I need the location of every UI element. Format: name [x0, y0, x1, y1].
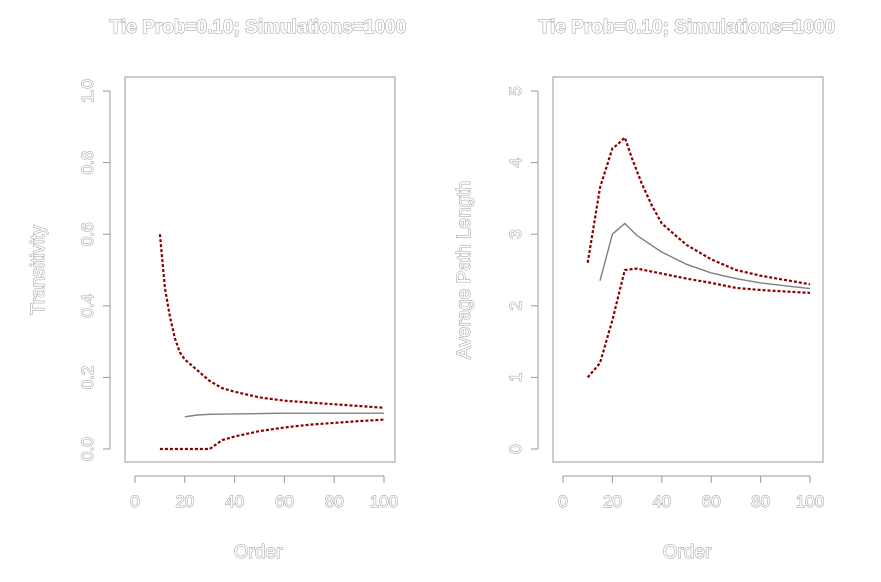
transitivity-mean-line — [184, 412, 384, 418]
transitivity-x-tick-label: 0 — [130, 492, 139, 511]
path-length-y-tick-label: 4 — [506, 158, 525, 167]
path-length-lower-bound-line — [586, 267, 811, 379]
transitivity-panel: Tie Prob=0.10; Simulations=1000 Order Tr… — [28, 17, 407, 564]
path-length-panel: Tie Prob=0.10; Simulations=1000 Order Av… — [454, 17, 836, 564]
path-length-x-tick-label: 100 — [796, 492, 824, 511]
path-length-x-tick-label: 40 — [652, 492, 671, 511]
transitivity-y-tick-label: 0.2 — [78, 366, 97, 390]
path-length-y-tick-label: 0 — [506, 444, 525, 453]
transitivity-y-tick-label: 0.4 — [78, 294, 97, 318]
transitivity-x-tick-label: 60 — [275, 492, 294, 511]
path-length-x-axis-label: Order — [663, 542, 712, 563]
path-length-y-tick-label: 2 — [506, 301, 525, 310]
transitivity-lower-bound-line — [159, 418, 385, 451]
transitivity-y-axis-label: Transitivity — [28, 224, 49, 315]
path-length-y-tick-label: 5 — [506, 86, 525, 95]
transitivity-x-axis-label: Order — [234, 542, 283, 563]
transitivity-y-tick-label: 0.6 — [78, 222, 97, 246]
path-length-y-tick-label: 1 — [506, 373, 525, 382]
transitivity-y-tick-label: 0.8 — [78, 151, 97, 175]
transitivity-x-tick-label: 40 — [225, 492, 244, 511]
path-length-y-tick-label: 3 — [506, 229, 525, 238]
path-length-x-tick-label: 80 — [751, 492, 770, 511]
path-length-title: Tie Prob=0.10; Simulations=1000 — [539, 17, 835, 38]
path-length-upper-bound-line — [586, 135, 811, 286]
transitivity-x-tick-label: 20 — [175, 492, 194, 511]
transitivity-upper-bound-line — [158, 234, 385, 409]
transitivity-plot-frame — [124, 76, 396, 463]
transitivity-y-tick-label: 1.0 — [78, 79, 97, 103]
transitivity-y-tick-label: 0.0 — [78, 437, 97, 461]
path-length-y-axis-label: Average Path Length — [454, 181, 475, 359]
path-length-mean-line — [599, 222, 811, 290]
transitivity-x-tick-label: 80 — [325, 492, 344, 511]
transitivity-x-tick-label: 100 — [370, 492, 398, 511]
transitivity-title: Tie Prob=0.10; Simulations=1000 — [110, 17, 406, 38]
path-length-x-tick-label: 60 — [702, 492, 721, 511]
path-length-plot-frame — [552, 76, 824, 463]
path-length-x-tick-label: 20 — [603, 492, 622, 511]
path-length-x-tick-label: 0 — [558, 492, 567, 511]
